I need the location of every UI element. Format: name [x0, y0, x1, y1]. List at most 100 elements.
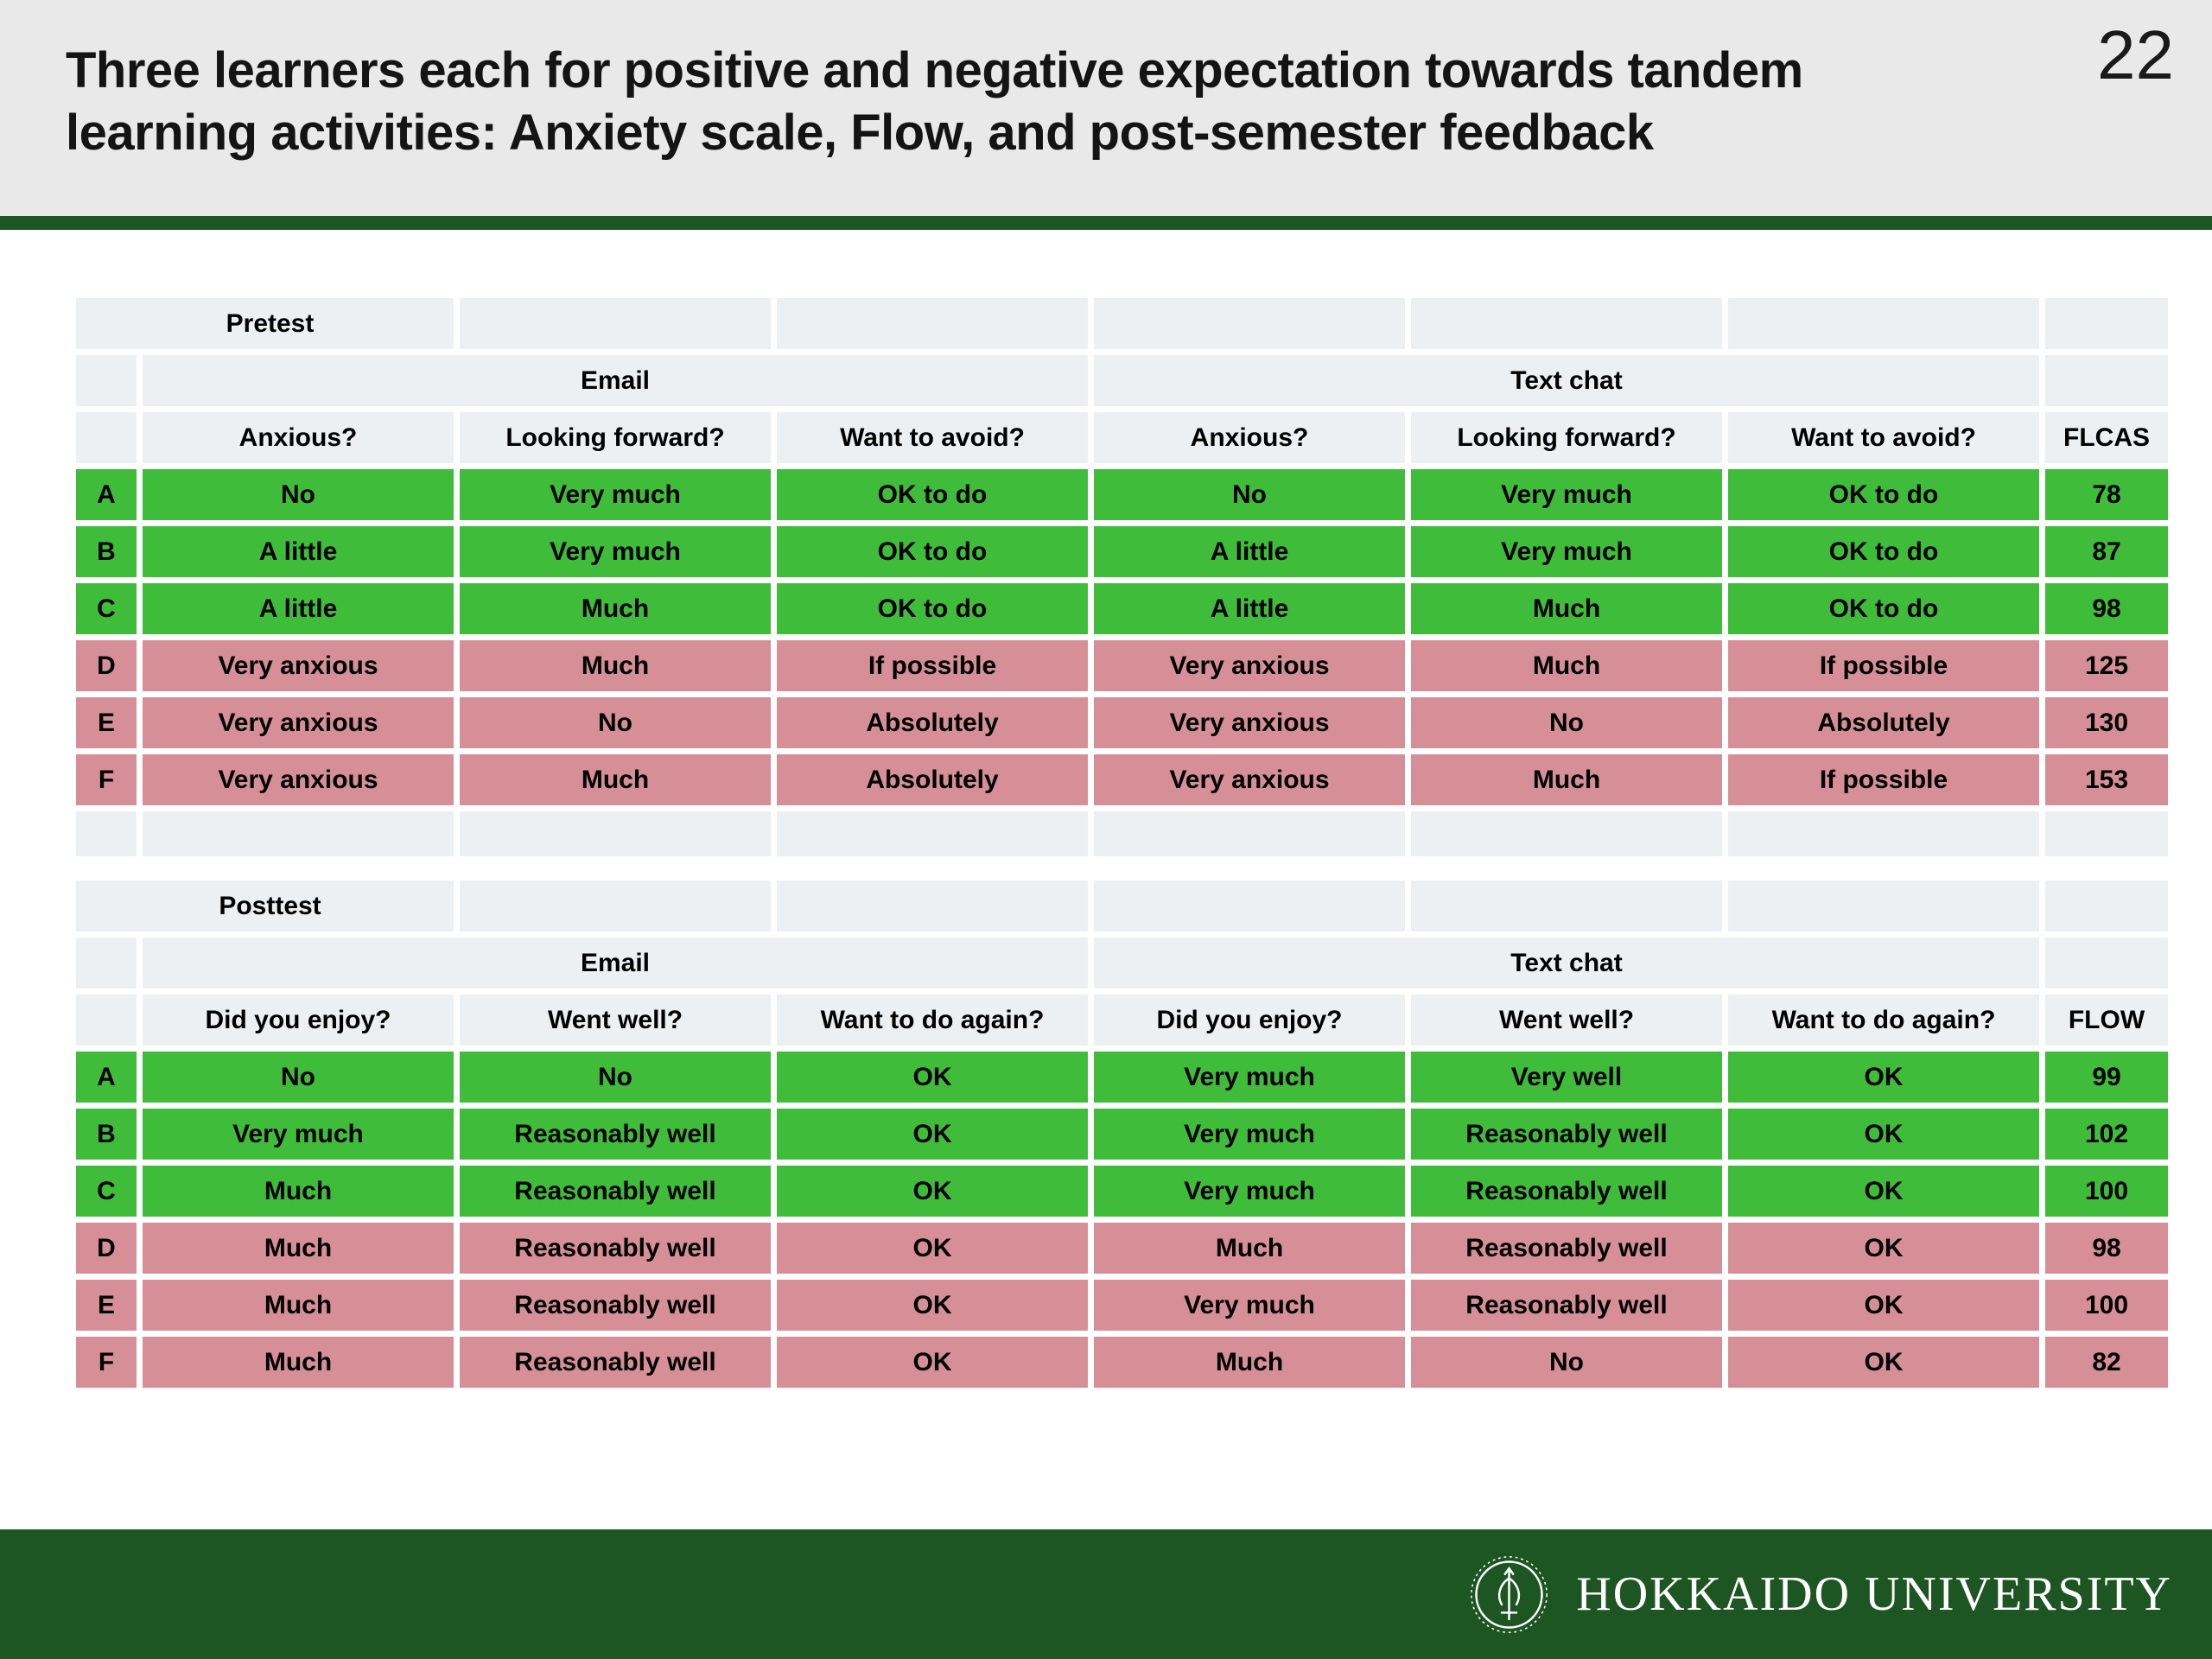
empty-cell: [2045, 811, 2168, 856]
table-cell: Reasonably well: [1411, 1223, 1722, 1274]
table-cell: OK to do: [777, 526, 1088, 577]
column-header: Went well?: [460, 995, 771, 1046]
table-cell: Very anxious: [143, 697, 454, 748]
table-cell: Very much: [1094, 1109, 1405, 1160]
table-cell: OK: [777, 1052, 1088, 1103]
table-cell: OK: [1728, 1280, 2039, 1331]
row-label: D: [76, 640, 137, 691]
empty-cell: [1728, 880, 2039, 931]
table-cell: OK: [1728, 1337, 2039, 1388]
empty-cell: [777, 880, 1088, 931]
table-row: F Very anxious Much Absolutely Very anxious M…: [76, 754, 2168, 805]
empty-cell: [143, 811, 454, 856]
table-cell: OK: [777, 1223, 1088, 1274]
empty-cell: [76, 938, 137, 988]
slide-header: Three learners each for positive and neg…: [0, 0, 2212, 216]
column-header: Looking forward?: [460, 412, 771, 463]
table-cell: Absolutely: [777, 754, 1088, 805]
row-label: C: [76, 583, 137, 634]
slide-title: Three learners each for positive and neg…: [66, 40, 2056, 164]
table-row: D Much Reasonably well OK Much Reasonably wel…: [76, 1223, 2168, 1274]
empty-cell: [2045, 938, 2168, 988]
empty-cell: [1411, 811, 1722, 856]
row-label: F: [76, 754, 137, 805]
empty-cell: [76, 412, 137, 463]
row-label: A: [76, 469, 137, 520]
table-cell: 98: [2045, 583, 2168, 634]
table-cell: OK: [777, 1166, 1088, 1217]
row-label: D: [76, 1223, 137, 1274]
table-cell: No: [1411, 697, 1722, 748]
table-cell: If possible: [777, 640, 1088, 691]
column-header: Did you enjoy?: [143, 995, 454, 1046]
column-header: Anxious?: [143, 412, 454, 463]
group-header: Text chat: [1094, 938, 2039, 988]
table-cell: No: [460, 697, 771, 748]
table-cell: OK: [1728, 1052, 2039, 1103]
table-cell: Much: [460, 754, 771, 805]
column-header: Went well?: [1411, 995, 1722, 1046]
table-cell: Very much: [1411, 469, 1722, 520]
column-header: Want to avoid?: [777, 412, 1088, 463]
table-cell: Very anxious: [1094, 640, 1405, 691]
empty-cell: [76, 811, 137, 856]
column-header: Anxious?: [1094, 412, 1405, 463]
table-cell: Much: [143, 1280, 454, 1331]
table-cell: Reasonably well: [1411, 1166, 1722, 1217]
table-cell: Reasonably well: [460, 1337, 771, 1388]
table-cell: 98: [2045, 1223, 2168, 1274]
table-cell: If possible: [1728, 754, 2039, 805]
empty-cell: [2045, 880, 2168, 931]
row-label: C: [76, 1166, 137, 1217]
slide-title-line2: learning activities: Anxiety scale, Flow…: [66, 104, 1654, 161]
column-header: FLCAS: [2045, 412, 2168, 463]
pretest-table: Pretest Email Text chat Anxious? Looking for…: [70, 292, 2174, 862]
table-cell: 153: [2045, 754, 2168, 805]
table-cell: Absolutely: [777, 697, 1088, 748]
table-cell: Much: [1094, 1223, 1405, 1274]
table-row: E Much Reasonably well OK Very much Reasonabl…: [76, 1280, 2168, 1331]
table-cell: 125: [2045, 640, 2168, 691]
table-cell: OK: [1728, 1166, 2039, 1217]
section-label: Posttest: [76, 880, 454, 931]
table-cell: No: [1094, 469, 1405, 520]
empty-cell: [460, 298, 771, 349]
table-cell: Much: [143, 1337, 454, 1388]
column-header-row: Did you enjoy? Went well? Want to do again…: [76, 995, 2168, 1046]
empty-cell: [2045, 355, 2168, 406]
spacer-row: [76, 811, 2168, 856]
university-brand: HOKKAIDO UNIVERSITY: [1468, 1554, 2172, 1636]
group-header: Text chat: [1094, 355, 2039, 406]
table-row: E Very anxious No Absolutely Very anxious No A…: [76, 697, 2168, 748]
empty-cell: [777, 811, 1088, 856]
empty-cell: [1411, 880, 1722, 931]
row-label: B: [76, 526, 137, 577]
university-logo: [1471, 1555, 1548, 1633]
table-cell: OK: [777, 1109, 1088, 1160]
university-name: HOKKAIDO UNIVERSITY: [1576, 1567, 2172, 1621]
table-cell: Reasonably well: [460, 1109, 771, 1160]
table-cell: OK: [1728, 1109, 2039, 1160]
row-label: A: [76, 1052, 137, 1103]
empty-cell: [1094, 880, 1405, 931]
table-cell: Very anxious: [1094, 754, 1405, 805]
posttest-table: Posttest Email Text chat Did you enjoy? Went…: [70, 874, 2174, 1394]
table-cell: 100: [2045, 1166, 2168, 1217]
empty-cell: [777, 298, 1088, 349]
table-cell: Very much: [1094, 1166, 1405, 1217]
empty-cell: [1728, 811, 2039, 856]
table-cell: OK: [777, 1280, 1088, 1331]
table-cell: Reasonably well: [1411, 1109, 1722, 1160]
group-header-row: Email Text chat: [76, 938, 2168, 988]
column-header: Looking forward?: [1411, 412, 1722, 463]
table-cell: Reasonably well: [460, 1223, 771, 1274]
table-cell: No: [143, 1052, 454, 1103]
column-header: FLOW: [2045, 995, 2168, 1046]
empty-cell: [460, 811, 771, 856]
table-cell: Very much: [143, 1109, 454, 1160]
table-cell: Very anxious: [143, 640, 454, 691]
slide-footer: HOKKAIDO UNIVERSITY: [0, 1529, 2212, 1659]
table-cell: OK to do: [1728, 583, 2039, 634]
